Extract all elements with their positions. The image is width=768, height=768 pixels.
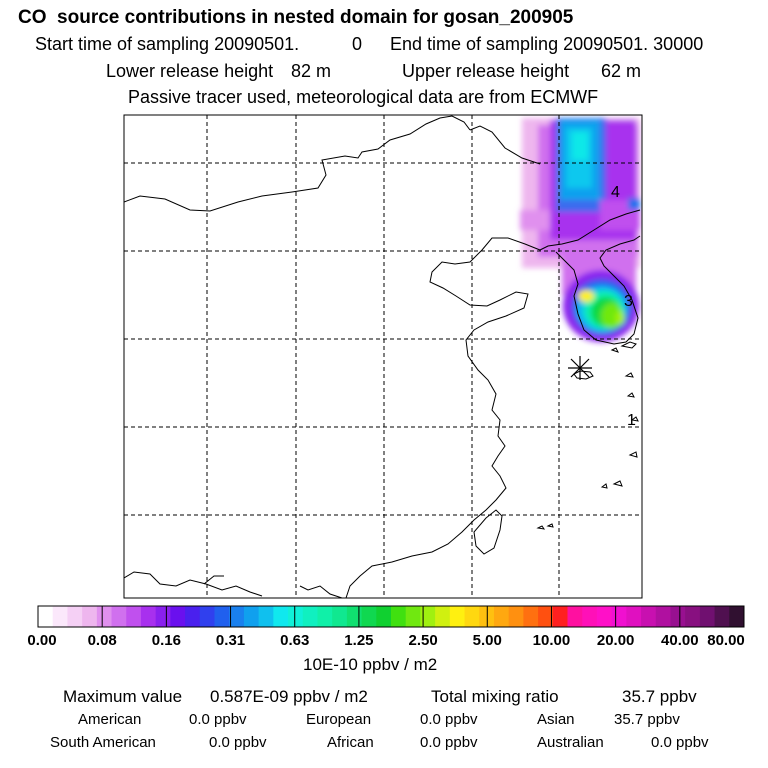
- colorbar-cell: [288, 606, 304, 627]
- tracer-note: Passive tracer used, meteorological data…: [128, 87, 599, 107]
- colorbar-cell: [611, 606, 627, 627]
- receptor-asterisk-icon: [568, 356, 592, 380]
- total-mixing-label: Total mixing ratio: [431, 687, 559, 706]
- colorbar-cell: [140, 606, 157, 627]
- colorbar-label: 0.63: [280, 632, 310, 649]
- colorbar-label: 80.00: [707, 632, 745, 649]
- colorbar-label: 40.00: [661, 632, 699, 649]
- max-value: 0.587E-09 ppbv / m2: [210, 687, 368, 706]
- colorbar-label: 0.16: [151, 632, 181, 649]
- american-value: 0.0 ppbv: [189, 711, 247, 728]
- colorbar-cell: [243, 606, 260, 627]
- colorbar-cell: [199, 606, 215, 627]
- upper-release-value: 62 m: [601, 61, 642, 81]
- colorbar-cell: [346, 606, 363, 627]
- colorbar-cell: [52, 606, 68, 627]
- colorbar-cell: [376, 606, 392, 627]
- colorbar-label: 2.50: [408, 632, 438, 649]
- end-time-label: End time of sampling 20090501. 30000: [390, 34, 704, 54]
- total-mixing-value: 35.7 ppbv: [622, 687, 697, 706]
- lower-release-label: Lower release height: [106, 61, 274, 81]
- colorbar-cell: [361, 606, 377, 627]
- colorbar-cell: [596, 606, 613, 627]
- concentration-field: [520, 118, 640, 342]
- colorbar-cell: [523, 606, 539, 627]
- colorbar-cell: [493, 606, 510, 627]
- colorbar-cell: [729, 606, 745, 627]
- colorbar: [38, 606, 745, 627]
- colorbar-cell: [170, 606, 186, 627]
- colorbar-cell: [185, 606, 201, 627]
- colorbar-cell: [449, 606, 466, 627]
- south-american-value: 0.0 ppbv: [209, 734, 267, 751]
- american-label: American: [78, 711, 142, 728]
- colorbar-cell: [229, 606, 245, 627]
- day-marker-4: 4: [611, 184, 620, 201]
- colorbar-cell: [332, 606, 348, 627]
- colorbar-cell: [685, 606, 701, 627]
- colorbar-cell: [405, 606, 421, 627]
- colorbar-cell: [391, 606, 407, 627]
- colorbar-cell: [714, 606, 730, 627]
- colorbar-cell: [111, 606, 127, 627]
- graticule: [124, 115, 642, 598]
- european-label: European: [306, 711, 372, 728]
- african-label: African: [327, 734, 374, 751]
- colorbar-cell: [641, 606, 657, 627]
- asian-value: 35.7 ppbv: [614, 711, 680, 728]
- figure-title: CO source contributions in nested domain…: [18, 7, 574, 28]
- colorbar-cell: [538, 606, 554, 627]
- colorbar-cell: [699, 606, 716, 627]
- colorbar-label: 0.31: [215, 632, 246, 649]
- australian-label: Australian: [537, 734, 604, 751]
- colorbar-cell: [258, 606, 274, 627]
- day-marker-1: 1: [627, 412, 636, 429]
- map-frame: [123, 114, 643, 599]
- colorbar-label: 5.00: [472, 632, 502, 649]
- upper-release-label: Upper release height: [402, 61, 570, 81]
- colorbar-label: 10.00: [532, 632, 571, 649]
- colorbar-cell: [317, 606, 333, 627]
- colorbar-cell: [82, 606, 98, 627]
- colorbar-label: 20.00: [596, 632, 635, 649]
- colorbar-cell: [126, 606, 142, 627]
- south-american-label: South American: [50, 734, 156, 751]
- african-value: 0.0 ppbv: [420, 734, 478, 751]
- colorbar-cell: [670, 606, 686, 627]
- colorbar-cell: [302, 606, 318, 627]
- colorbar-cell: [96, 606, 113, 627]
- colorbar-cell: [435, 606, 451, 627]
- colorbar-label: 0.08: [87, 632, 117, 649]
- colorbar-cell: [214, 606, 230, 627]
- colorbar-cell: [420, 606, 436, 627]
- colorbar-cell: [67, 606, 83, 627]
- colorbar-cell: [626, 606, 642, 627]
- colorbar-dividers: [101, 606, 681, 627]
- colorbar-frame: [37, 605, 745, 628]
- lower-release-value: 82 m: [291, 61, 332, 81]
- colorbar-label: 1.25: [344, 632, 374, 649]
- colorbar-label: 0.00: [27, 632, 57, 649]
- max-value-label: Maximum value: [63, 687, 183, 706]
- colorbar-cell: [38, 606, 54, 627]
- european-value: 0.0 ppbv: [420, 711, 478, 728]
- colorbar-cell: [552, 606, 568, 627]
- start-time-hour: 0: [352, 34, 363, 54]
- colorbar-cell: [273, 606, 289, 627]
- colorbar-cell: [464, 606, 480, 627]
- colorbar-cell: [582, 606, 598, 627]
- colorbar-cell: [155, 606, 171, 627]
- colorbar-cell: [508, 606, 524, 627]
- start-time-label: Start time of sampling 20090501.: [35, 34, 300, 54]
- asian-label: Asian: [537, 711, 575, 728]
- colorbar-unit: 10E-10 ppbv / m2: [303, 655, 438, 674]
- colorbar-cell: [567, 606, 583, 627]
- day-marker-3: 3: [624, 293, 633, 310]
- australian-value: 0.0 ppbv: [651, 734, 709, 751]
- colorbar-cell: [655, 606, 671, 627]
